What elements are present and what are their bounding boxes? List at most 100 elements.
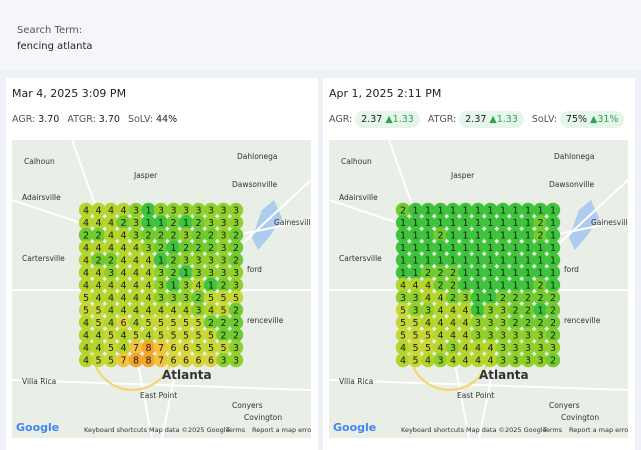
rank-cell (203, 252, 219, 268)
rank-value: 5 (158, 318, 164, 329)
rank-cell (178, 227, 194, 243)
rank-cell (166, 202, 181, 218)
metric-change: ▲1.33 (489, 114, 518, 125)
rank-value: 1 (475, 218, 481, 229)
rank-cell (520, 265, 536, 280)
rank-cell (141, 352, 156, 368)
rank-cell (166, 215, 181, 230)
rank-cell (78, 215, 94, 230)
place-label: Jasper (133, 171, 158, 180)
rank-cell (470, 315, 486, 330)
rank-value: 4 (462, 318, 468, 329)
rank-value: 2 (233, 318, 239, 329)
rank-cell (508, 302, 523, 318)
rank-value: 3 (145, 243, 151, 254)
rank-value: 1 (487, 256, 493, 267)
rank-value: 3 (220, 356, 226, 367)
metric-value: 2.37 (465, 114, 487, 125)
rank-cell (153, 340, 169, 355)
rank-value: 4 (437, 306, 443, 317)
rank-value: 5 (233, 293, 239, 304)
rank-cell (408, 315, 423, 330)
rank-cell (545, 352, 561, 368)
rank-cell (178, 277, 194, 293)
rank-value: 4 (400, 343, 406, 354)
rank-cell (228, 215, 244, 230)
rank-cell (216, 252, 231, 268)
rank-value: 5 (220, 306, 226, 317)
rank-value: 2 (512, 306, 518, 317)
metric-value: 2.37 (361, 114, 383, 125)
rank-cell (483, 252, 498, 268)
place-label: Cartersville (22, 254, 65, 263)
rank-cell (203, 227, 219, 243)
rank-cell (470, 252, 486, 268)
rank-value: 4 (450, 306, 456, 317)
rank-value: 2 (512, 293, 518, 304)
rank-cell (91, 277, 106, 293)
rank-value: 4 (195, 281, 201, 292)
place-label: East Point (140, 391, 177, 400)
rank-cell (203, 315, 219, 330)
rank-cell (141, 327, 156, 343)
rank-value: 4 (108, 218, 114, 229)
rank-value: 3 (500, 318, 506, 329)
rank-value: 3 (220, 256, 226, 267)
rank-value: 1 (500, 231, 506, 242)
rank-value: 4 (120, 231, 126, 242)
rank-cell (191, 265, 206, 280)
rank-value: 3 (183, 256, 189, 267)
rank-cell (533, 277, 548, 293)
rank-cell (433, 277, 448, 293)
rank-cell (495, 265, 511, 280)
rank-cell (178, 315, 194, 330)
rank-value: 3 (220, 218, 226, 229)
place-label: Dahlonega (237, 152, 278, 161)
rank-cell (420, 265, 436, 280)
rank-cell (408, 340, 423, 355)
rank-cell (508, 340, 523, 355)
rank-value: 4 (108, 281, 114, 292)
map-footer-link: Keyboard shortcuts (84, 426, 148, 434)
rank-cell (533, 352, 548, 368)
rank-cell (458, 327, 473, 343)
rank-cell (128, 215, 144, 230)
rank-value: 4 (83, 243, 89, 254)
rank-value: 4 (120, 206, 126, 217)
rank-cell (116, 227, 131, 243)
rank-value: 3 (500, 343, 506, 354)
rank-cell (545, 290, 561, 305)
rank-cell (420, 227, 436, 243)
rank-cell (533, 265, 548, 280)
rank-cell (141, 215, 156, 230)
rank-cell (166, 340, 181, 355)
rank-value: 1 (462, 268, 468, 279)
rank-cell (128, 252, 144, 268)
rank-value: 3 (220, 243, 226, 254)
rank-value: 4 (95, 331, 101, 342)
rank-cell (508, 352, 523, 368)
rank-value: 3 (158, 293, 164, 304)
rank-value: 2 (220, 318, 226, 329)
rank-cell (445, 277, 461, 293)
rank-value: 2 (525, 318, 531, 329)
metric: AGR: 2.37 ▲1.33 (329, 111, 420, 128)
rank-cell (495, 252, 511, 268)
rank-value: 5 (400, 331, 406, 342)
rank-value: 5 (158, 331, 164, 342)
rank-value: 3 (220, 231, 226, 242)
rank-value: 3 (450, 343, 456, 354)
rank-cell (433, 315, 448, 330)
map: Calhoun Jasper Dahlonega Dawsonville Adairsv… (12, 140, 311, 438)
rank-cell (203, 340, 219, 355)
rank-cell (483, 290, 498, 305)
rank-value: 5 (133, 331, 139, 342)
metric-label: AGR: (329, 114, 353, 125)
rank-value: 1 (500, 256, 506, 267)
rank-cell (191, 252, 206, 268)
rank-cell (91, 340, 106, 355)
rank-cell (228, 227, 244, 243)
rank-value: 4 (450, 318, 456, 329)
rank-cell (141, 252, 156, 268)
